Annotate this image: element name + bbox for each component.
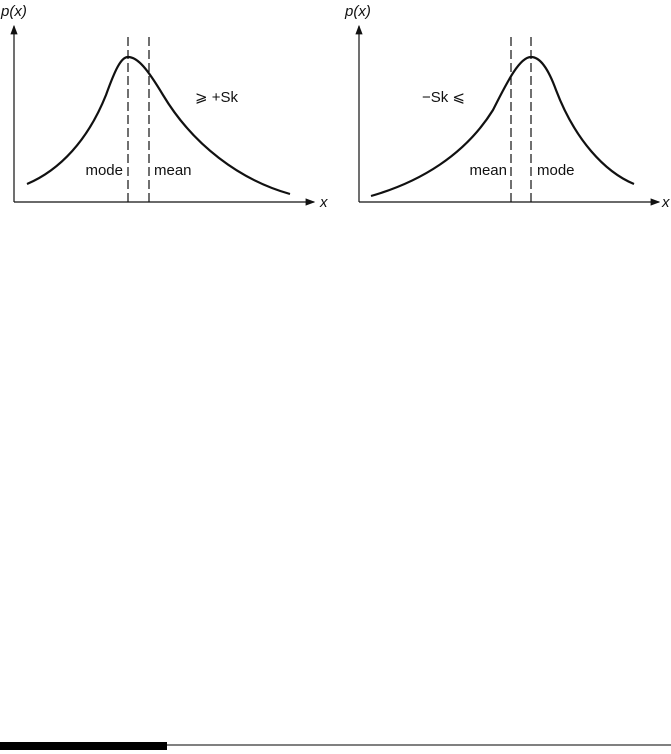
right-label: mode bbox=[537, 162, 575, 179]
left-label: mean bbox=[469, 162, 507, 179]
y-axis-label: p(x) bbox=[0, 3, 27, 20]
annotation: −Sk ⩽ bbox=[422, 89, 465, 106]
y-axis-label: p(x) bbox=[344, 3, 371, 20]
panel-positive-skew: p(x) x mode mean ⩾ +Sk bbox=[0, 3, 328, 211]
right-label: mean bbox=[154, 162, 192, 179]
panel-negative-skew: p(x) x mean mode −Sk ⩽ bbox=[344, 3, 670, 211]
x-axis-label: x bbox=[319, 194, 328, 211]
left-label: mode bbox=[85, 162, 123, 179]
annotation: ⩾ +Sk bbox=[195, 89, 239, 106]
x-axis-label: x bbox=[661, 194, 670, 211]
footer-bar bbox=[0, 742, 167, 750]
